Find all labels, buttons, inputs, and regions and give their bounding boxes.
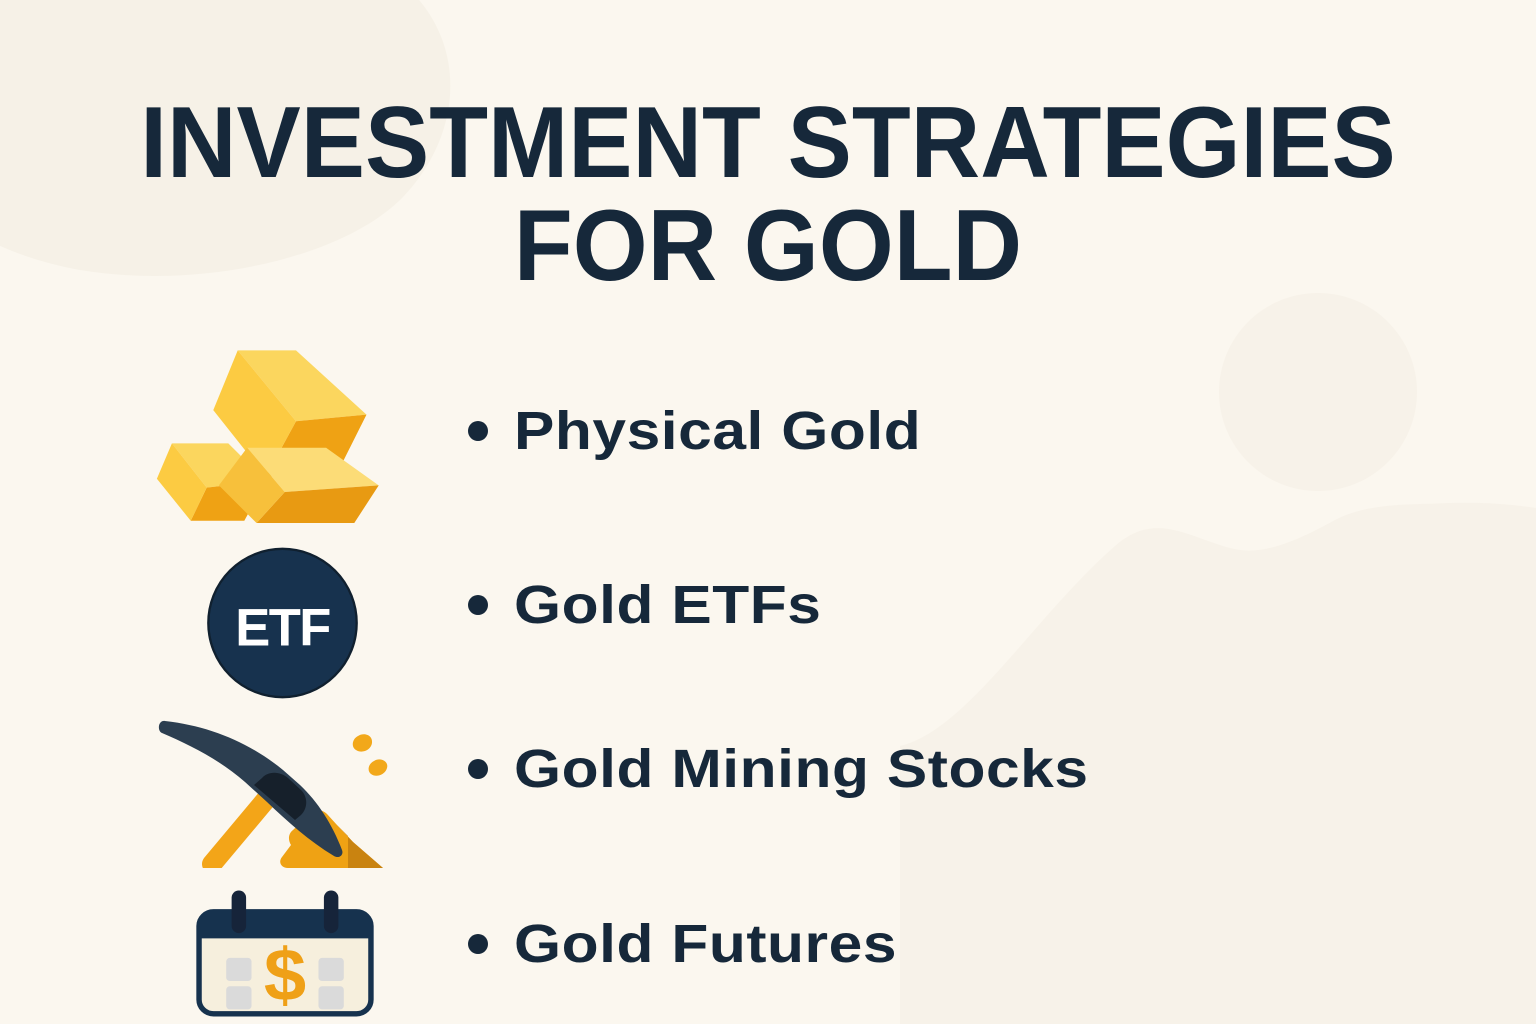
svg-text:$: $ xyxy=(264,933,306,1016)
svg-text:ETF: ETF xyxy=(235,598,330,657)
